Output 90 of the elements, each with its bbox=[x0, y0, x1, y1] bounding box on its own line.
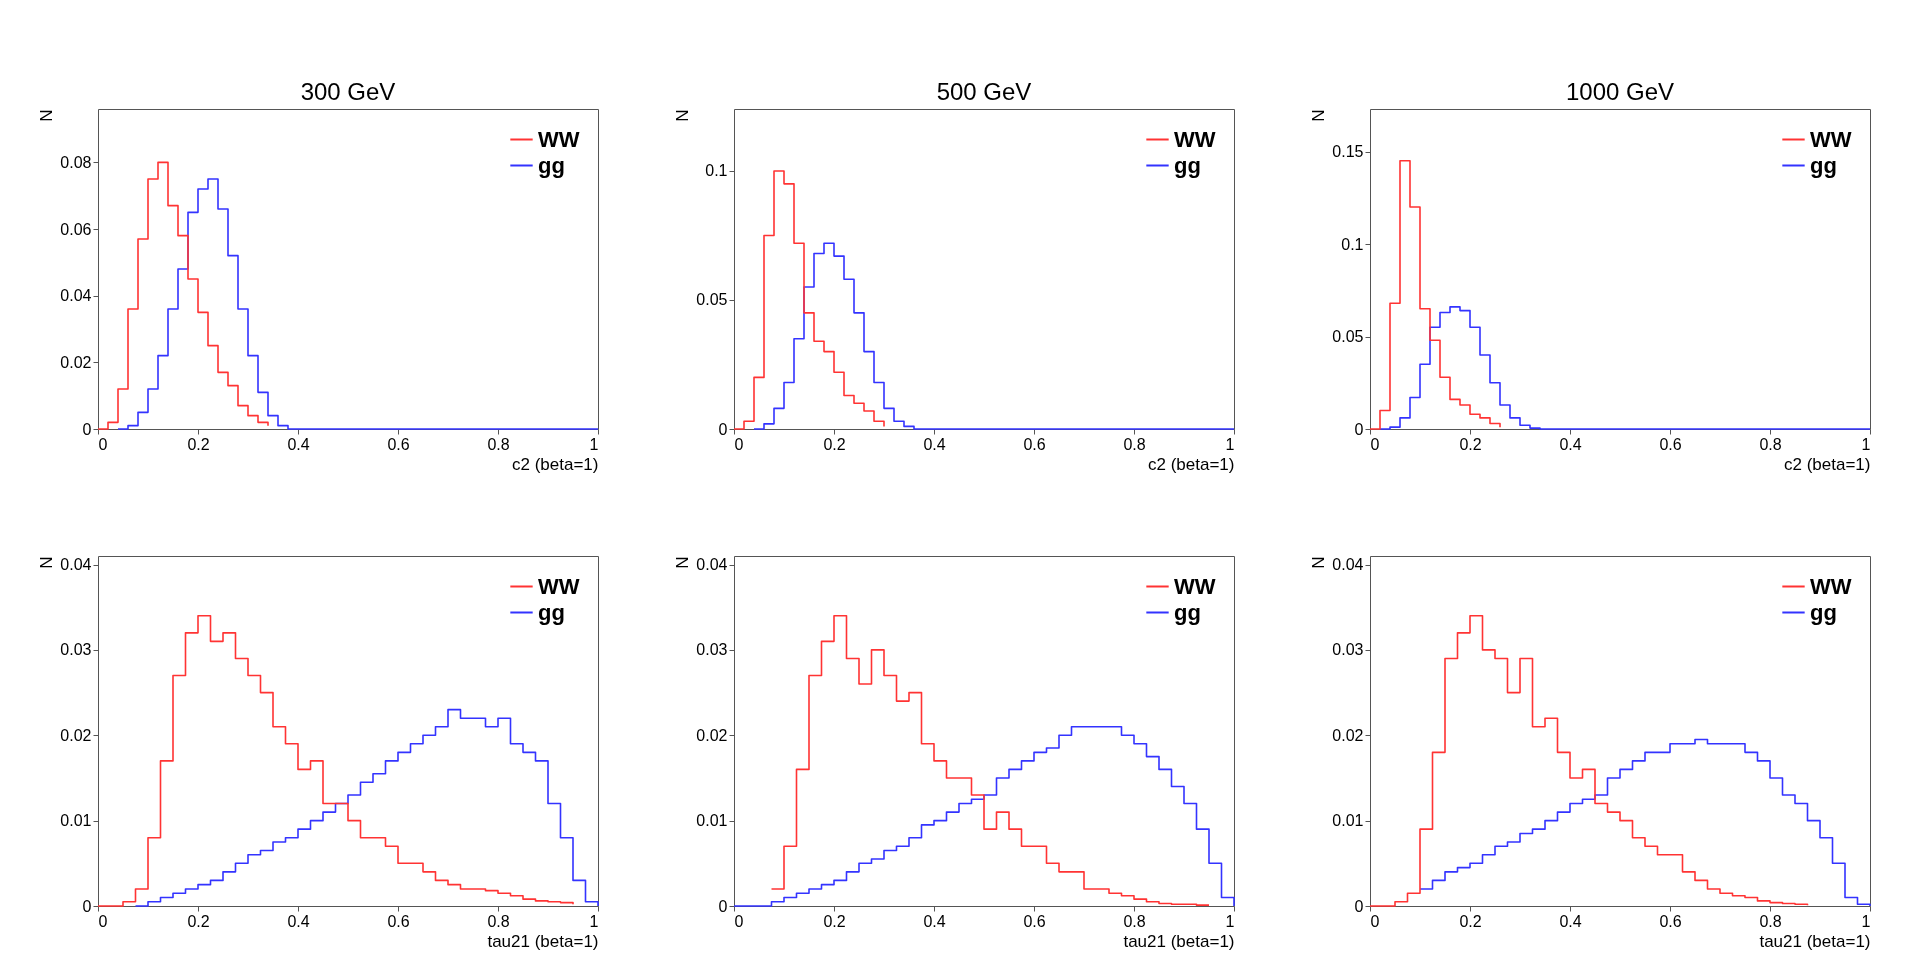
y-tick-label: 0 bbox=[718, 897, 728, 915]
legend-label: gg bbox=[538, 599, 565, 625]
y-tick-label: 0.02 bbox=[60, 726, 92, 744]
legend-label: WW bbox=[1810, 126, 1852, 152]
x-tick-label: 0.4 bbox=[287, 435, 310, 453]
y-tick-label: 0.03 bbox=[696, 641, 728, 659]
x-tick-label: 0.2 bbox=[1459, 435, 1482, 453]
x-tick-label: 0.8 bbox=[487, 435, 510, 453]
x-tick-label: 0.6 bbox=[1659, 435, 1682, 453]
y-tick-label: 0.02 bbox=[696, 726, 728, 744]
chart-title: 1000 GeV bbox=[1565, 78, 1675, 105]
y-tick-label: 0 bbox=[718, 420, 728, 438]
x-tick-label: 1 bbox=[589, 435, 599, 453]
x-tick-label: 0 bbox=[98, 435, 108, 453]
y-tick-label: 0.06 bbox=[60, 220, 92, 238]
chart-title: 500 GeV bbox=[936, 78, 1032, 105]
x-tick-label: 0.8 bbox=[1759, 435, 1782, 453]
x-tick-label: 0.2 bbox=[823, 912, 846, 930]
x-tick-label: 0 bbox=[1370, 912, 1380, 930]
x-tick-label: 0.6 bbox=[1023, 912, 1046, 930]
legend-label: gg bbox=[1810, 599, 1837, 625]
legend-label: WW bbox=[538, 126, 580, 152]
x-tick-label: 0 bbox=[734, 912, 744, 930]
x-axis-title: tau21 (beta=1) bbox=[1759, 931, 1871, 951]
y-tick-label: 0 bbox=[82, 897, 92, 915]
y-tick-label: 0.05 bbox=[696, 291, 728, 309]
x-tick-label: 1 bbox=[1861, 912, 1871, 930]
x-tick-label: 1 bbox=[1861, 435, 1871, 453]
y-tick-label: 0.1 bbox=[705, 162, 728, 180]
y-tick-label: 0.02 bbox=[1332, 726, 1364, 744]
x-tick-label: 0.6 bbox=[1023, 435, 1046, 453]
y-tick-label: 0 bbox=[1354, 897, 1364, 915]
y-tick-label: 0.1 bbox=[1341, 235, 1364, 253]
y-tick-label: 0.01 bbox=[1332, 812, 1364, 830]
x-tick-label: 1 bbox=[1225, 912, 1235, 930]
x-tick-label: 0.2 bbox=[187, 435, 210, 453]
x-tick-label: 0.6 bbox=[387, 912, 410, 930]
x-tick-label: 0.4 bbox=[1559, 435, 1582, 453]
legend-label: WW bbox=[1174, 573, 1216, 599]
x-tick-label: 0.4 bbox=[923, 912, 946, 930]
x-tick-label: 1 bbox=[1225, 435, 1235, 453]
x-axis-title: tau21 (beta=1) bbox=[487, 931, 599, 951]
x-tick-label: 1 bbox=[589, 912, 599, 930]
y-tick-label: 0.04 bbox=[696, 556, 728, 574]
y-tick-label: 0.04 bbox=[1332, 556, 1364, 574]
y-axis-title: N bbox=[673, 556, 693, 569]
x-tick-label: 0 bbox=[1370, 435, 1380, 453]
y-tick-label: 0 bbox=[82, 420, 92, 438]
x-tick-label: 0 bbox=[734, 435, 744, 453]
y-tick-label: 0.03 bbox=[60, 641, 92, 659]
x-tick-label: 0.2 bbox=[1459, 912, 1482, 930]
legend-label: WW bbox=[538, 573, 580, 599]
legend-label: gg bbox=[1810, 152, 1837, 178]
legend-label: gg bbox=[538, 152, 565, 178]
y-tick-label: 0 bbox=[1354, 420, 1364, 438]
x-axis-title: c2 (beta=1) bbox=[1148, 454, 1235, 474]
y-axis-title: N bbox=[1309, 556, 1329, 569]
y-tick-label: 0.15 bbox=[1332, 143, 1364, 161]
y-tick-label: 0.08 bbox=[60, 153, 92, 171]
legend-label: WW bbox=[1810, 573, 1852, 599]
x-tick-label: 0.8 bbox=[1123, 435, 1146, 453]
legend-label: WW bbox=[1174, 126, 1216, 152]
y-tick-label: 0.01 bbox=[60, 812, 92, 830]
x-axis-title: c2 (beta=1) bbox=[1784, 454, 1871, 474]
y-axis-title: N bbox=[37, 556, 57, 569]
y-tick-label: 0.04 bbox=[60, 287, 92, 305]
y-axis-title: N bbox=[673, 109, 693, 122]
x-tick-label: 0.6 bbox=[387, 435, 410, 453]
x-axis-title: c2 (beta=1) bbox=[512, 454, 599, 474]
y-tick-label: 0.05 bbox=[1332, 328, 1364, 346]
x-tick-label: 0.8 bbox=[1759, 912, 1782, 930]
legend-label: gg bbox=[1174, 152, 1201, 178]
legend-label: gg bbox=[1174, 599, 1201, 625]
y-axis-title: N bbox=[37, 109, 57, 122]
x-axis-title: tau21 (beta=1) bbox=[1123, 931, 1235, 951]
x-tick-label: 0.4 bbox=[1559, 912, 1582, 930]
x-tick-label: 0.4 bbox=[923, 435, 946, 453]
y-tick-label: 0.01 bbox=[696, 812, 728, 830]
chart-title: 300 GeV bbox=[300, 78, 396, 105]
x-tick-label: 0.8 bbox=[1123, 912, 1146, 930]
y-axis-title: N bbox=[1309, 109, 1329, 122]
x-tick-label: 0.8 bbox=[487, 912, 510, 930]
y-tick-label: 0.02 bbox=[60, 353, 92, 371]
x-tick-label: 0.2 bbox=[187, 912, 210, 930]
y-tick-label: 0.03 bbox=[1332, 641, 1364, 659]
x-tick-label: 0.2 bbox=[823, 435, 846, 453]
y-tick-label: 0.04 bbox=[60, 556, 92, 574]
x-tick-label: 0.6 bbox=[1659, 912, 1682, 930]
x-tick-label: 0.4 bbox=[287, 912, 310, 930]
x-tick-label: 0 bbox=[98, 912, 108, 930]
